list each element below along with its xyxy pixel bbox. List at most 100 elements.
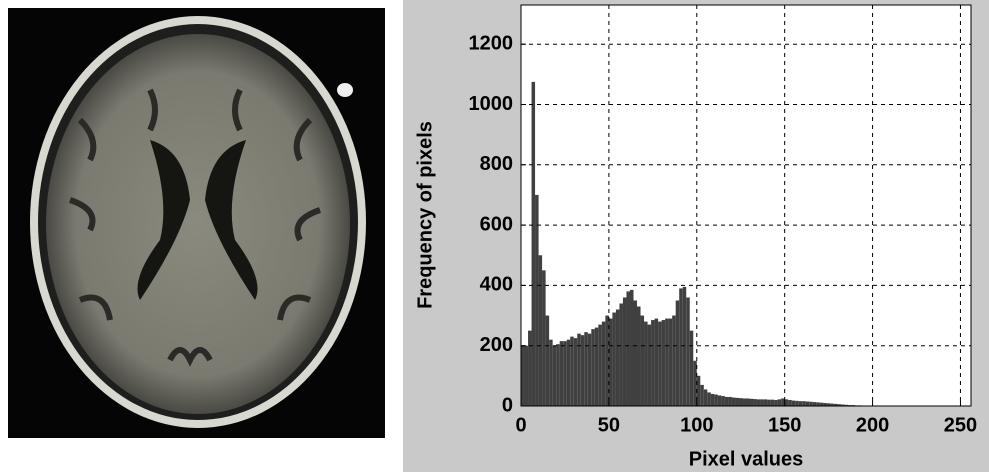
bar bbox=[813, 402, 817, 406]
x-axis-label: Pixel values bbox=[689, 448, 804, 470]
bar bbox=[574, 338, 578, 406]
bar bbox=[679, 288, 683, 406]
bar bbox=[525, 346, 529, 406]
bar bbox=[816, 402, 820, 406]
bar bbox=[658, 322, 662, 406]
bar bbox=[591, 329, 595, 406]
bar bbox=[778, 399, 782, 406]
x-tick-label: 150 bbox=[768, 414, 801, 436]
bar bbox=[669, 319, 673, 406]
bar bbox=[760, 399, 764, 406]
x-tick-label: 0 bbox=[515, 414, 526, 436]
bar bbox=[612, 313, 616, 406]
bar bbox=[556, 344, 560, 406]
bar bbox=[546, 316, 550, 406]
bar bbox=[707, 392, 711, 406]
bar bbox=[616, 310, 620, 406]
bar bbox=[750, 399, 754, 406]
bar bbox=[584, 332, 588, 406]
bar bbox=[560, 341, 564, 406]
bar bbox=[753, 399, 757, 406]
y-tick-label: 800 bbox=[480, 153, 513, 175]
bar bbox=[742, 398, 746, 406]
bar bbox=[521, 346, 525, 406]
bar bbox=[693, 361, 697, 406]
bar bbox=[532, 82, 536, 406]
bar bbox=[806, 401, 810, 406]
bar bbox=[577, 334, 581, 406]
bar bbox=[683, 287, 687, 406]
bar bbox=[764, 399, 768, 406]
y-tick-label: 1000 bbox=[469, 93, 514, 115]
bar bbox=[539, 255, 543, 406]
bar bbox=[781, 398, 785, 406]
bar bbox=[634, 300, 638, 406]
bar bbox=[662, 320, 666, 406]
bar bbox=[655, 319, 659, 406]
bar bbox=[672, 316, 676, 406]
bar bbox=[581, 335, 585, 406]
bar bbox=[714, 395, 718, 406]
bar bbox=[609, 319, 613, 406]
bar bbox=[725, 397, 729, 406]
bar bbox=[792, 401, 796, 406]
bar bbox=[626, 291, 630, 406]
bar bbox=[785, 399, 789, 406]
bar bbox=[721, 396, 725, 406]
bar bbox=[528, 331, 532, 406]
bar bbox=[605, 316, 609, 406]
bar bbox=[648, 325, 652, 406]
x-tick-label: 100 bbox=[680, 414, 713, 436]
page: {"chart_data": { "type": "histogram", "x… bbox=[0, 0, 989, 472]
bar bbox=[676, 300, 680, 406]
y-tick-label: 600 bbox=[480, 213, 513, 235]
bar bbox=[637, 307, 641, 406]
bar bbox=[570, 337, 574, 406]
y-tick-label: 400 bbox=[480, 274, 513, 296]
bar bbox=[567, 340, 571, 406]
y-tick-label: 200 bbox=[480, 334, 513, 356]
bar bbox=[697, 376, 701, 406]
bar bbox=[700, 385, 704, 406]
bar bbox=[553, 346, 557, 406]
bar bbox=[644, 322, 648, 406]
bar bbox=[549, 340, 553, 406]
bar bbox=[802, 401, 806, 406]
bar bbox=[757, 399, 761, 406]
bar bbox=[595, 328, 599, 406]
bar bbox=[774, 400, 778, 406]
x-tick-label: 250 bbox=[944, 414, 977, 436]
bar bbox=[665, 319, 669, 406]
bar bbox=[739, 398, 743, 406]
bar bbox=[686, 297, 690, 406]
bar bbox=[690, 331, 694, 406]
bar bbox=[795, 401, 799, 406]
bar bbox=[588, 334, 592, 406]
bar bbox=[718, 395, 722, 406]
y-axis-label: Frequency of pixels bbox=[414, 121, 436, 309]
bar bbox=[799, 401, 803, 406]
bar bbox=[788, 400, 792, 406]
bar bbox=[563, 341, 567, 406]
bar bbox=[746, 398, 750, 406]
bar bbox=[619, 303, 623, 406]
bar bbox=[704, 389, 708, 406]
bar bbox=[651, 320, 655, 406]
bar bbox=[630, 290, 634, 406]
bar bbox=[711, 394, 715, 406]
bar bbox=[771, 400, 775, 406]
bar bbox=[735, 398, 739, 406]
x-tick-label: 50 bbox=[598, 414, 620, 436]
bar bbox=[535, 195, 539, 406]
bar bbox=[623, 297, 627, 406]
figure: Pixel values Frequency of pixels 0 200 400… bbox=[0, 0, 989, 472]
bar bbox=[809, 402, 813, 406]
y-tick-label: 1200 bbox=[469, 32, 514, 54]
bar bbox=[767, 400, 771, 406]
bar bbox=[728, 397, 732, 406]
bar bbox=[598, 325, 602, 406]
mri-image bbox=[8, 8, 385, 438]
bar bbox=[542, 270, 546, 406]
x-tick-label: 200 bbox=[856, 414, 889, 436]
marker bbox=[337, 83, 353, 97]
